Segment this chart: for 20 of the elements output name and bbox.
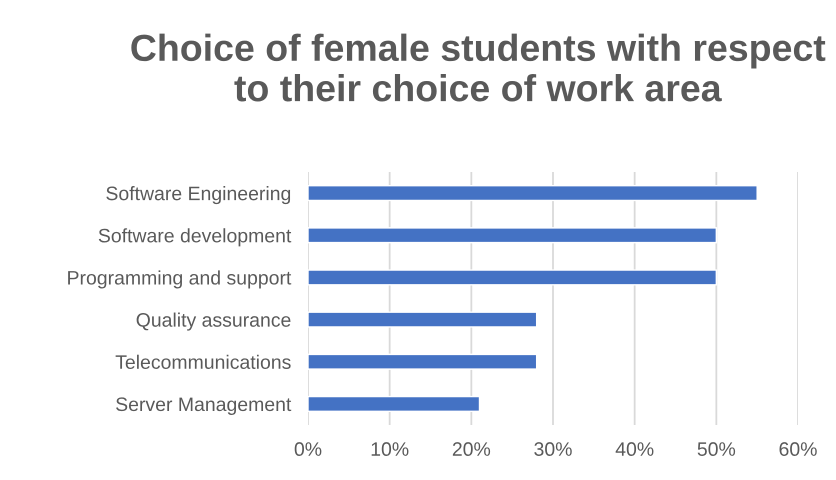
bar: [308, 269, 718, 286]
y-tick-label: Server Management: [116, 397, 292, 415]
x-tick-label: 30%: [534, 442, 572, 456]
x-tick-label: 0%: [294, 442, 322, 456]
y-tick-label: Software development: [98, 228, 292, 246]
x-tick-label: 60%: [780, 442, 817, 456]
x-tick-label: 40%: [616, 442, 654, 456]
x-tick-label: 50%: [698, 442, 736, 456]
y-tick-label: Telecommunications: [116, 354, 291, 369]
y-tick-label: Quality assurance: [136, 312, 290, 331]
bar: [308, 227, 718, 244]
y-tick-label: Programming and support: [68, 270, 292, 288]
x-tick-label: 10%: [372, 442, 408, 456]
bar: [308, 312, 538, 328]
bar: [308, 396, 480, 412]
x-tick-label: 20%: [452, 442, 490, 456]
chart-title: Choice of female students with respect to their choice of work area: [131, 34, 826, 102]
y-tick-label: Software Engineering: [106, 186, 290, 204]
bar: [308, 354, 538, 370]
bar: [308, 185, 758, 202]
